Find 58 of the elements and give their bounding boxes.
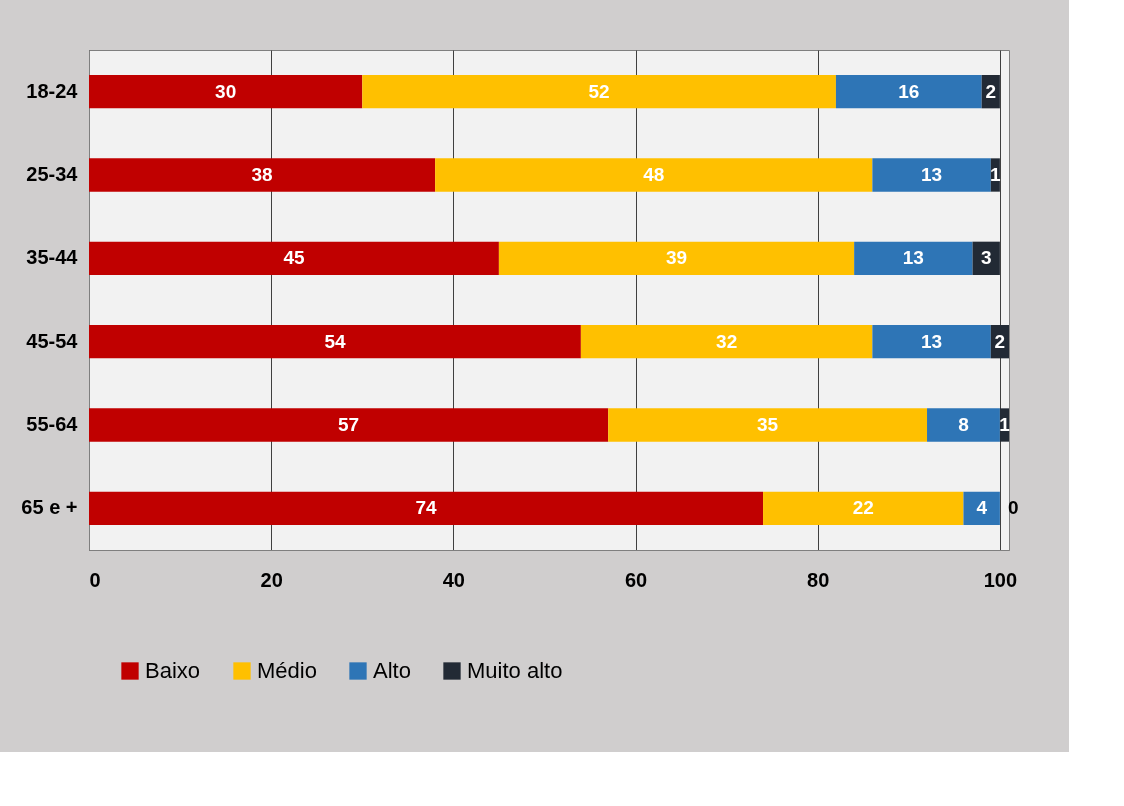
data-label: 32 xyxy=(716,330,738,352)
data-label: 39 xyxy=(665,247,688,269)
data-label: 48 xyxy=(643,164,665,185)
data-label: 2 xyxy=(994,330,1006,352)
bar xyxy=(435,158,873,192)
bar xyxy=(89,75,363,109)
data-label: 3 xyxy=(980,247,992,269)
y-tick-label: 45-54 xyxy=(26,329,79,352)
data-label: 13 xyxy=(921,330,943,352)
bar xyxy=(608,408,928,442)
data-label: 54 xyxy=(324,330,346,352)
bar xyxy=(498,241,855,275)
data-label: 0 xyxy=(1007,497,1019,519)
data-label: 22 xyxy=(852,497,874,519)
bar xyxy=(89,408,609,442)
bar xyxy=(89,241,499,275)
bar xyxy=(763,491,964,525)
y-tick-label: 55-64 xyxy=(26,413,79,435)
bar xyxy=(580,325,873,359)
bar xyxy=(872,158,991,192)
bar xyxy=(89,325,581,359)
x-tick-label: 60 xyxy=(624,568,648,591)
bar xyxy=(872,325,991,359)
bar xyxy=(89,491,764,525)
data-label: 2 xyxy=(985,80,997,102)
y-tick-label: 65 e + xyxy=(21,496,78,519)
data-label: 1 xyxy=(999,414,1011,435)
data-label: 1 xyxy=(990,164,1002,185)
y-tick-label: 25-34 xyxy=(26,163,79,185)
x-tick-label: 40 xyxy=(442,568,465,591)
y-tick-label: 35-44 xyxy=(26,246,79,269)
x-tick-label: 100 xyxy=(983,568,1018,591)
data-label: 45 xyxy=(283,247,305,269)
data-label: 30 xyxy=(215,80,237,102)
bar xyxy=(963,491,1000,525)
data-label: 13 xyxy=(921,164,943,185)
data-label: 16 xyxy=(898,80,920,102)
x-tick-label: 0 xyxy=(89,568,101,591)
y-tick-label: 18-24 xyxy=(26,79,79,102)
x-tick-label: 20 xyxy=(260,568,283,591)
data-label: 38 xyxy=(251,164,273,185)
data-label: 13 xyxy=(902,247,924,269)
legend-label: Muito alto xyxy=(467,658,563,683)
bar xyxy=(835,75,982,109)
bar xyxy=(927,408,1000,442)
bar xyxy=(854,241,973,275)
data-label: 57 xyxy=(338,414,360,435)
legend-label: Médio xyxy=(257,658,317,683)
legend-label: Alto xyxy=(373,658,411,683)
x-tick-label: 80 xyxy=(807,568,830,591)
data-label: 4 xyxy=(976,497,988,519)
bar xyxy=(362,75,836,109)
data-label: 74 xyxy=(415,497,438,519)
bar xyxy=(89,158,436,192)
legend-label: Baixo xyxy=(145,658,201,683)
data-label: 52 xyxy=(588,80,610,102)
data-label: 8 xyxy=(958,414,969,435)
data-label: 35 xyxy=(757,414,779,435)
